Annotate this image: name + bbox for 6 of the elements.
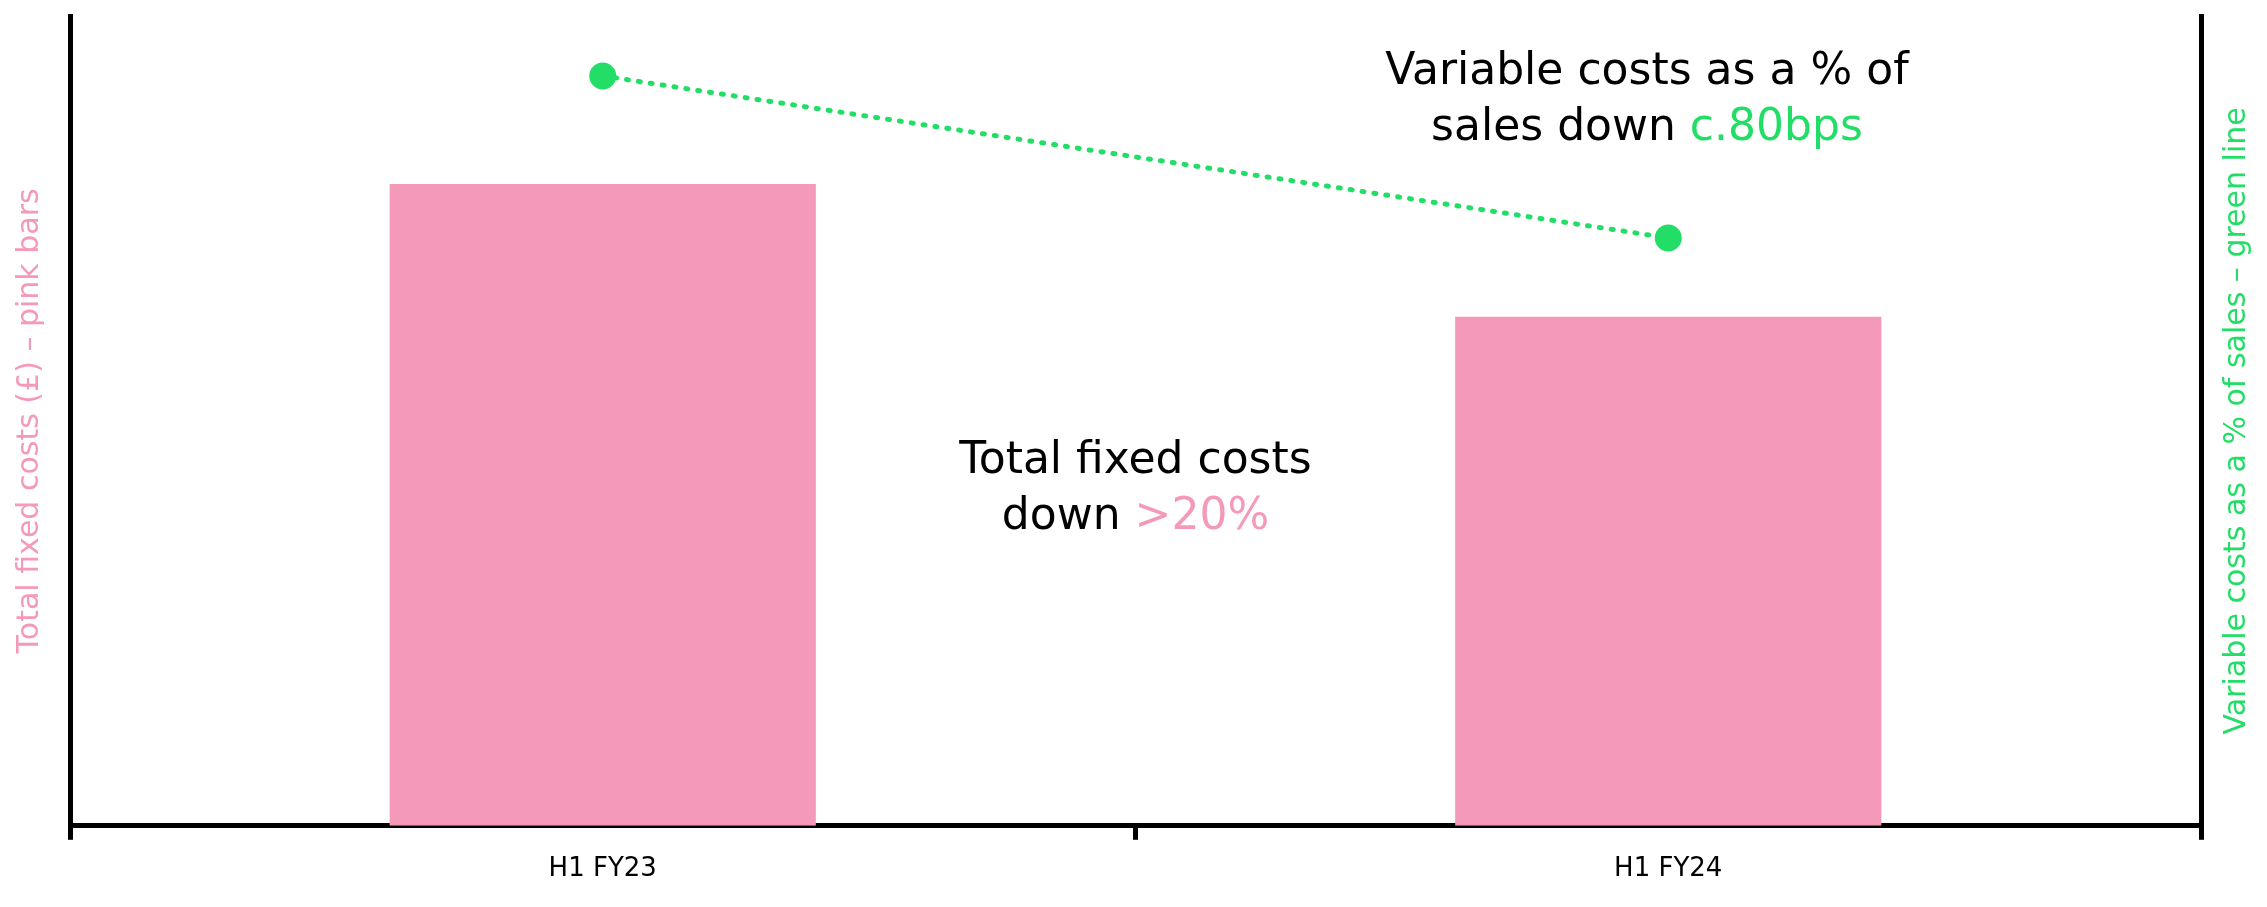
x-tick-label: H1 FY23 <box>548 852 657 883</box>
x-tick-label: H1 FY24 <box>1614 852 1723 883</box>
y-axis-title: Total fixed costs (£) – pink bars <box>9 188 45 655</box>
annotation: Total fixed costs down >20% <box>958 431 1312 539</box>
annotation: Variable costs as a % of sales down c.80bps <box>1385 43 1911 151</box>
y2-axis-title: Variable costs as a % of sales – green line <box>2216 107 2252 735</box>
